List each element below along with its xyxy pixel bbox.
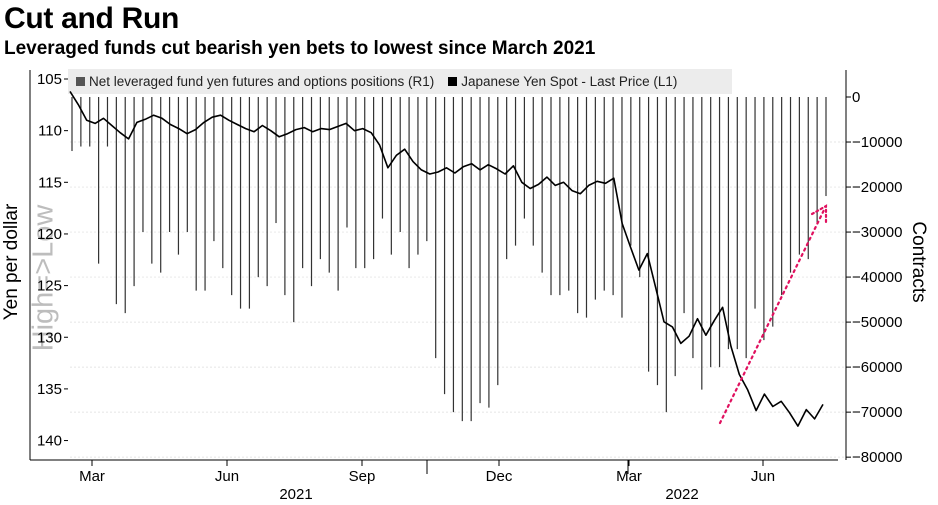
right-tick-label: −20000	[852, 179, 902, 196]
right-tick-label: −40000	[852, 269, 902, 286]
left-tick-label: 120	[37, 226, 62, 243]
legend-label-positions: Net leveraged fund yen futures and optio…	[89, 74, 435, 89]
legend-label-yen-spot: Japanese Yen Spot - Last Price (L1)	[461, 74, 678, 89]
left-tick-label: 130	[37, 329, 62, 346]
right-tick-label: 0	[852, 89, 860, 106]
chart-title: Cut and Run	[4, 2, 180, 35]
legend-item-positions: Net leveraged fund yen futures and optio…	[76, 74, 434, 89]
trend-arrow-head	[810, 204, 828, 224]
month-tick-label: Mar	[616, 468, 642, 485]
left-tick-label: 140	[37, 433, 62, 450]
right-tick-label: −50000	[852, 314, 902, 331]
month-tick-label: Sep	[349, 468, 376, 485]
legend: Net leveraged fund yen futures and optio…	[68, 69, 732, 94]
right-tick-label: −60000	[852, 359, 902, 376]
right-tick-label: −30000	[852, 224, 902, 241]
trend-arrow-line	[718, 208, 826, 425]
left-tick-label: 115	[38, 174, 62, 191]
year-label: 2022	[665, 486, 698, 503]
yen-spot-line	[69, 90, 824, 427]
left-tick-label: 105	[37, 71, 62, 88]
legend-swatch-yen-spot	[448, 77, 458, 86]
month-tick-label: Dec	[486, 468, 513, 485]
legend-item-yen-spot: Japanese Yen Spot - Last Price (L1)	[448, 74, 677, 89]
left-tick-label: 110	[38, 123, 62, 140]
left-tick-label: 135	[37, 381, 62, 398]
right-tick-label: −70000	[852, 404, 902, 421]
right-tick-label: −80000	[852, 449, 902, 466]
month-tick-label: Jun	[751, 468, 775, 485]
chart-subtitle: Leveraged funds cut bearish yen bets to …	[4, 38, 596, 59]
month-tick-label: Mar	[79, 468, 105, 485]
right-tick-label: −10000	[852, 134, 902, 151]
month-tick-label: Jun	[215, 468, 239, 485]
year-label: 2021	[279, 486, 312, 503]
legend-swatch-positions	[76, 77, 85, 86]
left-tick-label: 125	[37, 278, 62, 295]
